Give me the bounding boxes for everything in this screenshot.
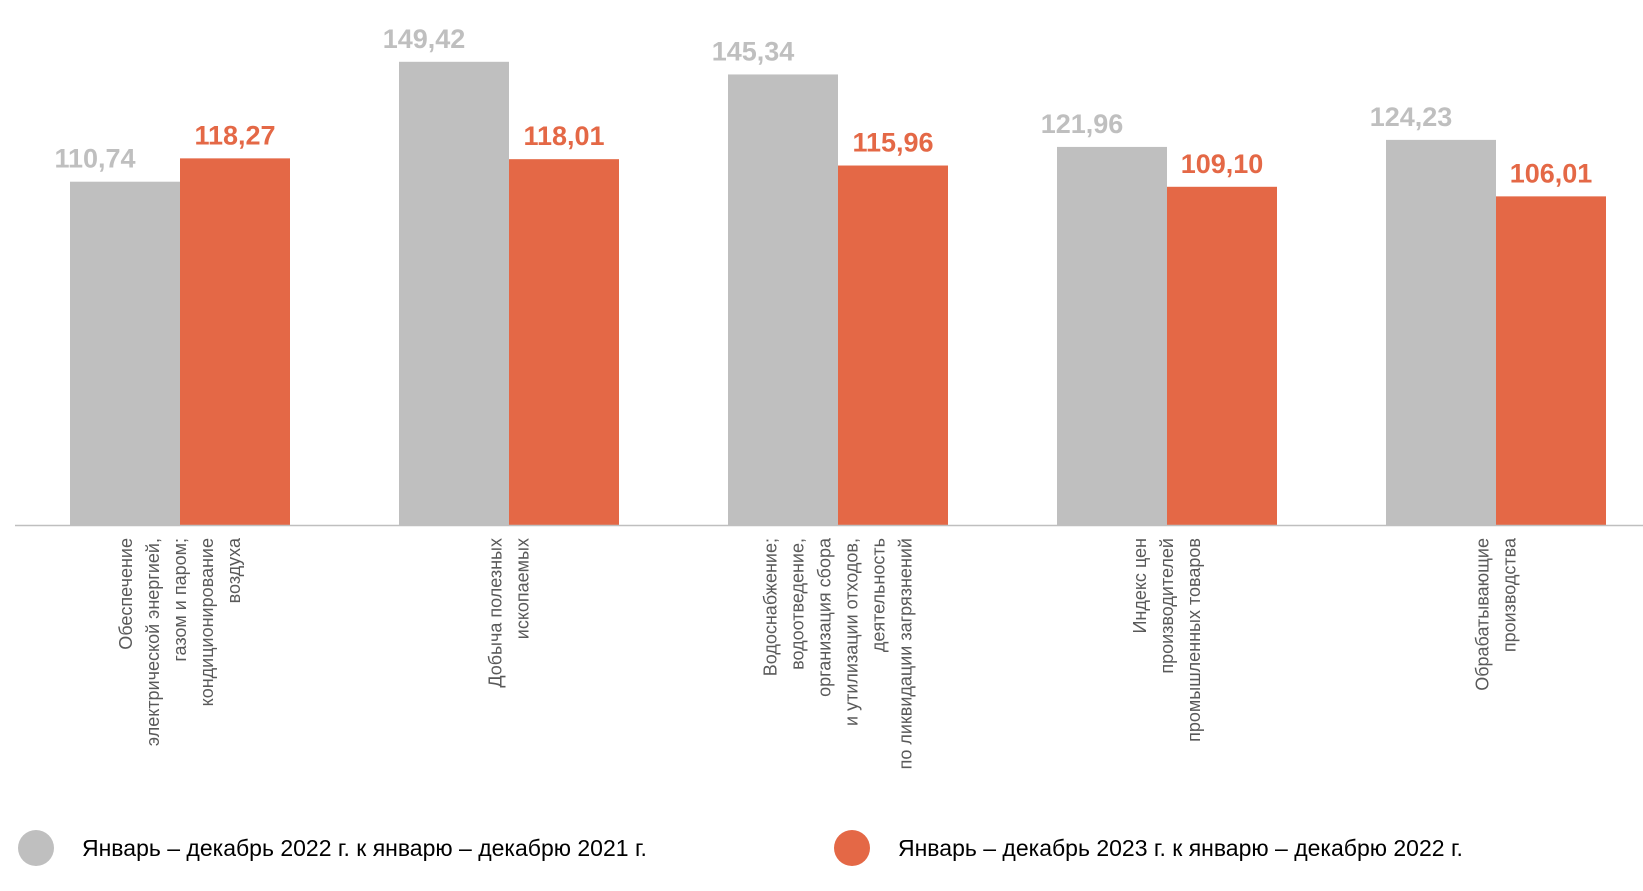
value-labels-layer: 110,74 118,27 149,42 118,01 145,34 115,96 121,… xyxy=(54,24,1592,189)
bar-series1-cat1 xyxy=(70,181,180,525)
value-label-series2-cat2: 118,01 xyxy=(523,121,604,151)
value-label-series1-cat4: 121,96 xyxy=(1041,109,1124,139)
category-label-3-line-3: организация сбора xyxy=(815,537,835,697)
category-label-1-line-3: газом и паром; xyxy=(170,538,190,662)
category-labels-layer: Обеспечение электрической энергией, газом … xyxy=(116,537,1520,769)
category-label-group-5: Обрабатывающие производства xyxy=(1473,537,1520,691)
bar-series2-cat1 xyxy=(180,158,290,525)
bar-series2-cat2 xyxy=(509,159,619,525)
category-label-3-line-4: и утилизации отходов, xyxy=(842,538,862,726)
legend: Январь – декабрь 2022 г. к январю – дека… xyxy=(0,826,1643,876)
category-label-5-line-2: производства xyxy=(1500,537,1520,652)
category-label-2-line-2: ископаемых xyxy=(513,538,533,639)
value-label-series2-cat4: 109,10 xyxy=(1181,149,1264,179)
bar-series1-cat3 xyxy=(728,74,838,526)
category-label-2-line-1: Добыча полезных xyxy=(486,538,506,688)
category-label-group-2: Добыча полезных ископаемых xyxy=(486,538,533,688)
category-label-4-line-2: производителей xyxy=(1157,538,1177,674)
category-label-1-line-5: воздуха xyxy=(224,537,244,603)
category-label-4-line-3: промышленных товаров xyxy=(1184,538,1204,742)
value-label-series1-cat3: 145,34 xyxy=(712,36,795,66)
value-label-series2-cat1: 118,27 xyxy=(194,120,275,150)
category-label-group-4: Индекс цен производителей промышленных тов… xyxy=(1130,538,1204,742)
legend-item-2022: Январь – декабрь 2022 г. к январю – дека… xyxy=(18,826,647,870)
category-label-5-line-1: Обрабатывающие xyxy=(1473,538,1493,691)
value-label-series2-cat3: 115,96 xyxy=(852,128,933,158)
value-label-series1-cat5: 124,23 xyxy=(1370,102,1453,132)
value-label-series1-cat2: 149,42 xyxy=(383,24,466,54)
value-label-series2-cat5: 106,01 xyxy=(1510,158,1593,188)
bar-series2-cat3 xyxy=(838,165,948,526)
legend-swatch-2023 xyxy=(834,830,870,866)
category-label-4-line-1: Индекс цен xyxy=(1130,538,1150,634)
category-label-3-line-6: по ликвидации загрязнений xyxy=(896,538,916,769)
bars-layer xyxy=(70,61,1606,526)
category-label-3-line-2: водоотведение, xyxy=(788,538,808,670)
legend-item-2023: Январь – декабрь 2023 г. к январю – дека… xyxy=(834,826,1463,870)
category-label-group-1: Обеспечение электрической энергией, газом … xyxy=(116,537,244,746)
legend-label-2022: Январь – декабрь 2022 г. к январю – дека… xyxy=(82,834,647,861)
category-label-3-line-5: деятельность xyxy=(869,538,889,652)
bar-series1-cat5 xyxy=(1386,139,1496,525)
legend-swatch-2022 xyxy=(18,830,54,866)
value-label-series1-cat1: 110,74 xyxy=(54,144,135,174)
bar-series2-cat5 xyxy=(1496,196,1606,525)
category-label-3-line-1: Водоснабжение; xyxy=(761,538,781,676)
category-label-group-3: Водоснабжение; водоотведение, организация … xyxy=(761,537,916,769)
category-label-1-line-2: электрической энергией, xyxy=(143,538,163,746)
category-label-1-line-4: кондиционирование xyxy=(197,538,217,706)
category-label-1-line-1: Обеспечение xyxy=(116,538,136,650)
bar-series1-cat4 xyxy=(1057,146,1167,525)
bar-series2-cat4 xyxy=(1167,186,1277,526)
legend-label-2023: Январь – декабрь 2023 г. к январю – дека… xyxy=(898,834,1463,861)
bar-series1-cat2 xyxy=(399,61,509,525)
